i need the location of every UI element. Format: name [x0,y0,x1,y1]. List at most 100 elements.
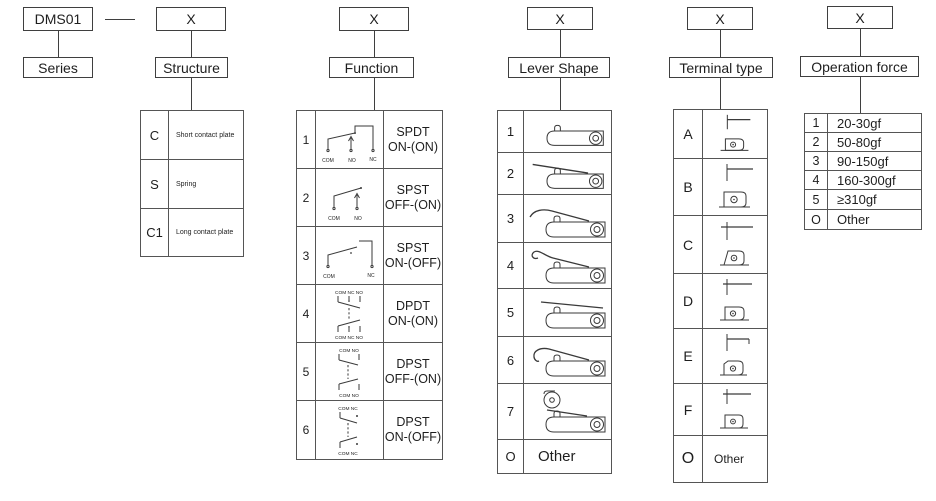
structure-desc: Short contact plate [176,131,235,139]
terminal-type-row: A [674,110,767,159]
terminal-type-x-box: X [687,7,753,30]
lever-shape-row: 5 [498,289,611,337]
function-desc-line1: DPDT [395,298,431,313]
terminal-type-code: E [674,329,703,383]
function-desc-line1: SPST [396,182,430,197]
structure-code: C [141,111,169,159]
lever-shape-row: 7 [498,384,611,440]
operation-force-row: 4 160-300gf [805,171,921,190]
structure-row: C Short contact plate [141,111,243,160]
function-row: 5 COM NO COM NO DPST OFF-(ON) [297,343,442,401]
lever-shape-row: O Other [498,440,611,473]
circuit-label: COM NC [338,451,358,457]
lever-shape-table: 1 2 3 [497,110,612,474]
function-desc-line2: OFF-(ON) [384,197,442,212]
function-code: 5 [297,343,316,400]
circuit-label: COM NO [339,393,359,399]
terminal-type-code: F [674,384,703,435]
circuit-label: COM [328,216,340,222]
lever-shape-row: 2 [498,153,611,195]
connector-line [374,78,375,110]
operation-force-code: 5 [805,190,828,209]
function-row: 1 COM NO NC SPDT ON-(ON) [297,111,442,169]
circuit-label: COM [322,158,334,164]
structure-code: C1 [141,209,169,256]
function-desc-line1: SPST [396,240,430,255]
structure-row: S Spring [141,160,243,209]
function-desc-line2: ON-(OFF) [384,255,442,270]
function-label-box: Function [329,57,414,78]
lever-shape-code: 3 [498,195,524,242]
lever-pin-plunger-icon [524,111,611,152]
lever-shape-code: 5 [498,289,524,336]
operation-force-code: 3 [805,152,828,170]
operation-force-row: 3 90-150gf [805,152,921,171]
structure-row: C1 Long contact plate [141,209,243,256]
circuit-label: NO [348,158,356,164]
terminal-type-code: B [674,159,703,215]
function-desc-line1: DPST [396,356,430,371]
lever-shape-code: O [498,440,524,473]
terminal-e-icon [703,329,767,383]
function-desc-line1: DPST [396,415,430,429]
lever-shape-row: 6 [498,337,611,384]
terminal-type-code: D [674,274,703,328]
terminal-type-row: B [674,159,767,216]
circuit-spdt-on-on-icon: COM NO NC [316,111,384,168]
operation-force-table: 1 20-30gf 2 50-80gf 3 90-150gf 4 160-300… [804,113,922,230]
function-desc: DPST OFF-(ON) [384,343,442,400]
function-desc: DPDT ON-(ON) [384,285,442,342]
circuit-label: COM NC [338,406,358,412]
series-label-box: Series [23,57,93,78]
operation-force-value: 50-80gf [837,134,882,150]
operation-force-row: 5 ≥310gf [805,190,921,210]
function-code: 1 [297,111,316,168]
lever-shape-code: 2 [498,153,524,194]
lever-down-hook-icon [524,337,611,383]
lever-shape-row: 1 [498,111,611,153]
series-code-box: DMS01 [23,7,93,31]
lever-shape-code: 6 [498,337,524,383]
circuit-dpdt-on-on-icon: COM NC NO COM NC NO [316,285,384,342]
function-desc-line2: ON-(ON) [388,313,438,328]
terminal-a-icon [703,110,767,158]
lever-shape-row: 3 [498,195,611,243]
operation-force-value: Other [837,212,870,227]
operation-force-code: 1 [805,114,828,132]
structure-table: C Short contact plate S Spring C1 Long c… [140,110,244,257]
function-table: 1 COM NO NC SPDT ON-(ON) 2 [296,110,443,460]
lever-curled-hook-icon [524,243,611,288]
function-desc: DPST ON-(OFF) [384,401,442,459]
lever-shape-code: 7 [498,384,524,439]
connector-line [560,30,561,57]
terminal-type-row: D [674,274,767,329]
circuit-label: COM NC NO [335,335,363,341]
lever-shape-x-box: X [527,7,593,30]
function-desc: SPST OFF-(ON) [384,169,442,226]
operation-force-label-box: Operation force [800,56,919,77]
connector-line [560,78,561,110]
lever-roller-icon [524,384,611,439]
terminal-type-other: Other [714,452,745,466]
terminal-type-code: C [674,216,703,273]
circuit-label: NC [369,157,377,163]
terminal-type-row: O Other [674,436,767,482]
function-code: 6 [297,401,316,459]
function-desc: SPDT ON-(ON) [384,111,442,168]
terminal-type-label-box: Terminal type [669,57,773,78]
function-x-box: X [339,7,409,31]
function-code: 3 [297,227,316,284]
terminal-type-table: A B C [673,109,768,483]
connector-line [720,78,721,109]
lever-shape-other: Other [538,448,576,465]
operation-force-code: O [805,210,828,229]
circuit-label: NC [367,273,375,279]
operation-force-value: 160-300gf [837,172,896,188]
operation-force-x-box: X [827,6,893,29]
terminal-f-icon [703,384,767,435]
circuit-dpst-on-off-icon: COM NC COM NC [316,401,384,459]
operation-force-value: 90-150gf [837,153,889,169]
lever-shape-code: 4 [498,243,524,288]
function-desc: SPST ON-(OFF) [384,227,442,284]
